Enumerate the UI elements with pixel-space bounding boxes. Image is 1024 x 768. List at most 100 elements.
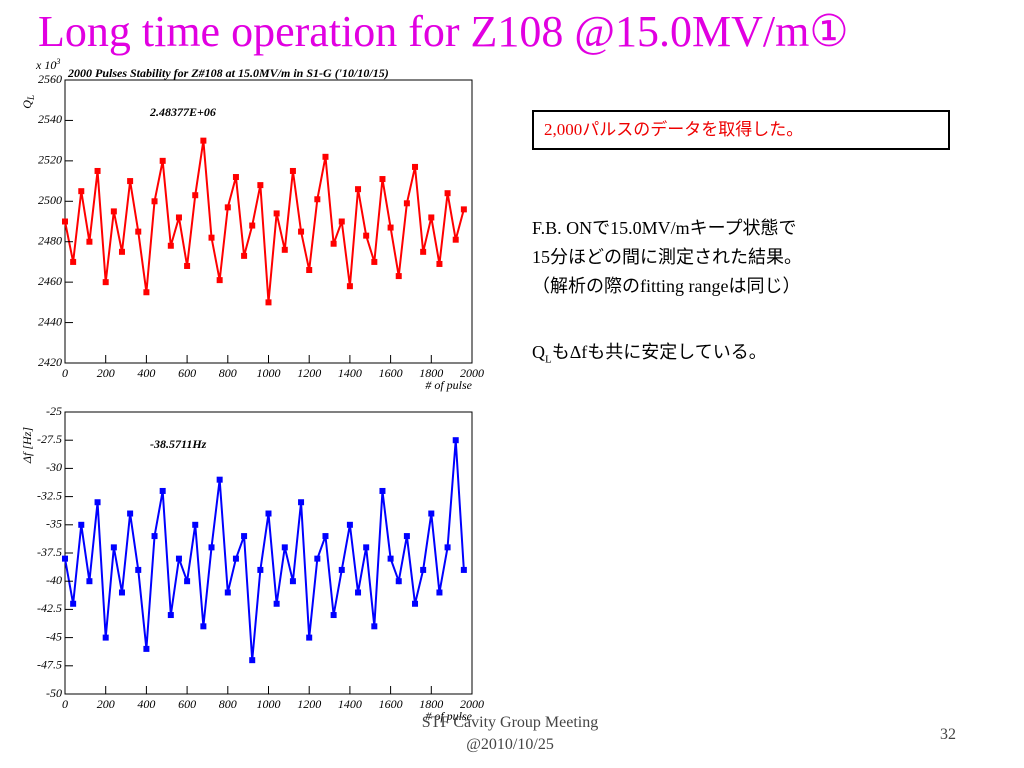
- data-point: [192, 192, 199, 199]
- y-axis-label-main: Δf [Hz]: [20, 427, 34, 464]
- x-tick-label: 800: [219, 697, 237, 711]
- paragraph-line: （解析の際のfitting rangeは同じ）: [532, 276, 801, 296]
- y-tick-label: -50: [46, 686, 62, 700]
- data-point: [395, 273, 402, 280]
- data-point: [363, 544, 370, 551]
- data-point: [184, 262, 191, 269]
- y-tick-label: 2520: [38, 153, 62, 167]
- footer-line: STF Cavity Group Meeting: [421, 714, 599, 731]
- data-point: [200, 623, 207, 630]
- data-point: [379, 176, 386, 183]
- x-tick-label: 1000: [257, 366, 281, 380]
- note: QLもΔfも共に安定している。: [532, 338, 767, 366]
- annotation: 2.48377E+06: [149, 105, 216, 119]
- data-point: [143, 289, 150, 296]
- x-tick-label: 1200: [297, 697, 321, 711]
- data-point: [314, 196, 321, 203]
- data-point: [94, 167, 101, 174]
- x-tick-label: 600: [178, 697, 196, 711]
- x-tick-label: 200: [97, 366, 115, 380]
- data-point: [232, 174, 239, 181]
- x-tick-label: 1400: [338, 366, 362, 380]
- x-tick-label: 1200: [297, 366, 321, 380]
- data-point: [371, 623, 378, 630]
- data-point: [298, 499, 305, 506]
- note-q: Q: [532, 342, 545, 362]
- y-tick-label: -37.5: [37, 545, 62, 559]
- data-point: [78, 188, 85, 195]
- data-point: [322, 533, 329, 540]
- data-point: [444, 544, 451, 551]
- data-point: [175, 555, 182, 562]
- data-point: [249, 657, 256, 664]
- data-point: [363, 232, 370, 239]
- data-line: [64, 440, 465, 661]
- paragraph: F.B. ONで15.0MV/mキープ状態で 15分ほどの間に測定された結果。 …: [532, 214, 802, 301]
- y-axis-label-main: Q: [20, 100, 34, 109]
- x-tick-label: 800: [219, 366, 237, 380]
- data-point: [330, 240, 337, 247]
- data-point: [444, 190, 451, 197]
- y-tick-label: 2560: [38, 72, 62, 86]
- y-axis-label: QL: [20, 95, 36, 109]
- data-point: [110, 208, 117, 215]
- paragraph-line: F.B. ONで15.0MV/mキープ状態で: [532, 218, 797, 238]
- data-point: [403, 200, 410, 207]
- data-point: [428, 214, 435, 221]
- y-tick-label: -45: [46, 629, 62, 643]
- data-point: [118, 248, 125, 255]
- data-point: [281, 544, 288, 551]
- y-tick-label: -32.5: [37, 488, 62, 502]
- data-point: [436, 260, 443, 267]
- x-tick-label: 200: [97, 697, 115, 711]
- x-tick-label: 1400: [338, 697, 362, 711]
- data-point: [167, 612, 174, 619]
- y-tick-label: -27.5: [37, 432, 62, 446]
- data-point: [70, 258, 77, 265]
- data-point: [224, 589, 231, 596]
- data-point: [460, 566, 467, 573]
- data-point: [216, 277, 223, 284]
- data-point: [403, 533, 410, 540]
- data-point: [118, 589, 125, 596]
- data-point: [322, 153, 329, 160]
- y-tick-label: 2420: [38, 355, 62, 369]
- data-point: [208, 234, 215, 241]
- data-point: [216, 476, 223, 483]
- data-point: [355, 186, 362, 193]
- data-point: [192, 521, 199, 528]
- data-point: [151, 198, 158, 205]
- y-tick-label: -42.5: [37, 601, 62, 615]
- data-point: [379, 487, 386, 494]
- data-point: [159, 487, 166, 494]
- x-tick-label: 1600: [379, 697, 403, 711]
- x-axis-label: # of pulse: [425, 709, 472, 723]
- data-point: [273, 600, 280, 607]
- y-scale-base: x 10: [35, 58, 56, 72]
- data-point: [346, 521, 353, 528]
- x-tick-label: 0: [62, 366, 68, 380]
- data-point: [167, 242, 174, 249]
- y-tick-label: -25: [46, 404, 62, 418]
- x-tick-label: 0: [62, 697, 68, 711]
- x-tick-label: 2000: [460, 366, 484, 380]
- data-point: [387, 224, 394, 231]
- data-point: [273, 210, 280, 217]
- data-point: [86, 238, 93, 245]
- data-point: [346, 283, 353, 290]
- data-point: [428, 510, 435, 517]
- data-point: [420, 248, 427, 255]
- data-point: [62, 555, 68, 562]
- data-point: [257, 182, 264, 189]
- y-scale-label: x 103: [35, 57, 60, 72]
- y-tick-label: -30: [46, 460, 62, 474]
- data-point: [62, 218, 68, 225]
- data-point: [135, 566, 142, 573]
- x-tick-label: 2000: [460, 697, 484, 711]
- page-number: 32: [940, 726, 956, 743]
- note-text: もΔfも共に安定している。: [551, 342, 767, 362]
- data-point: [289, 167, 296, 174]
- data-point: [330, 612, 337, 619]
